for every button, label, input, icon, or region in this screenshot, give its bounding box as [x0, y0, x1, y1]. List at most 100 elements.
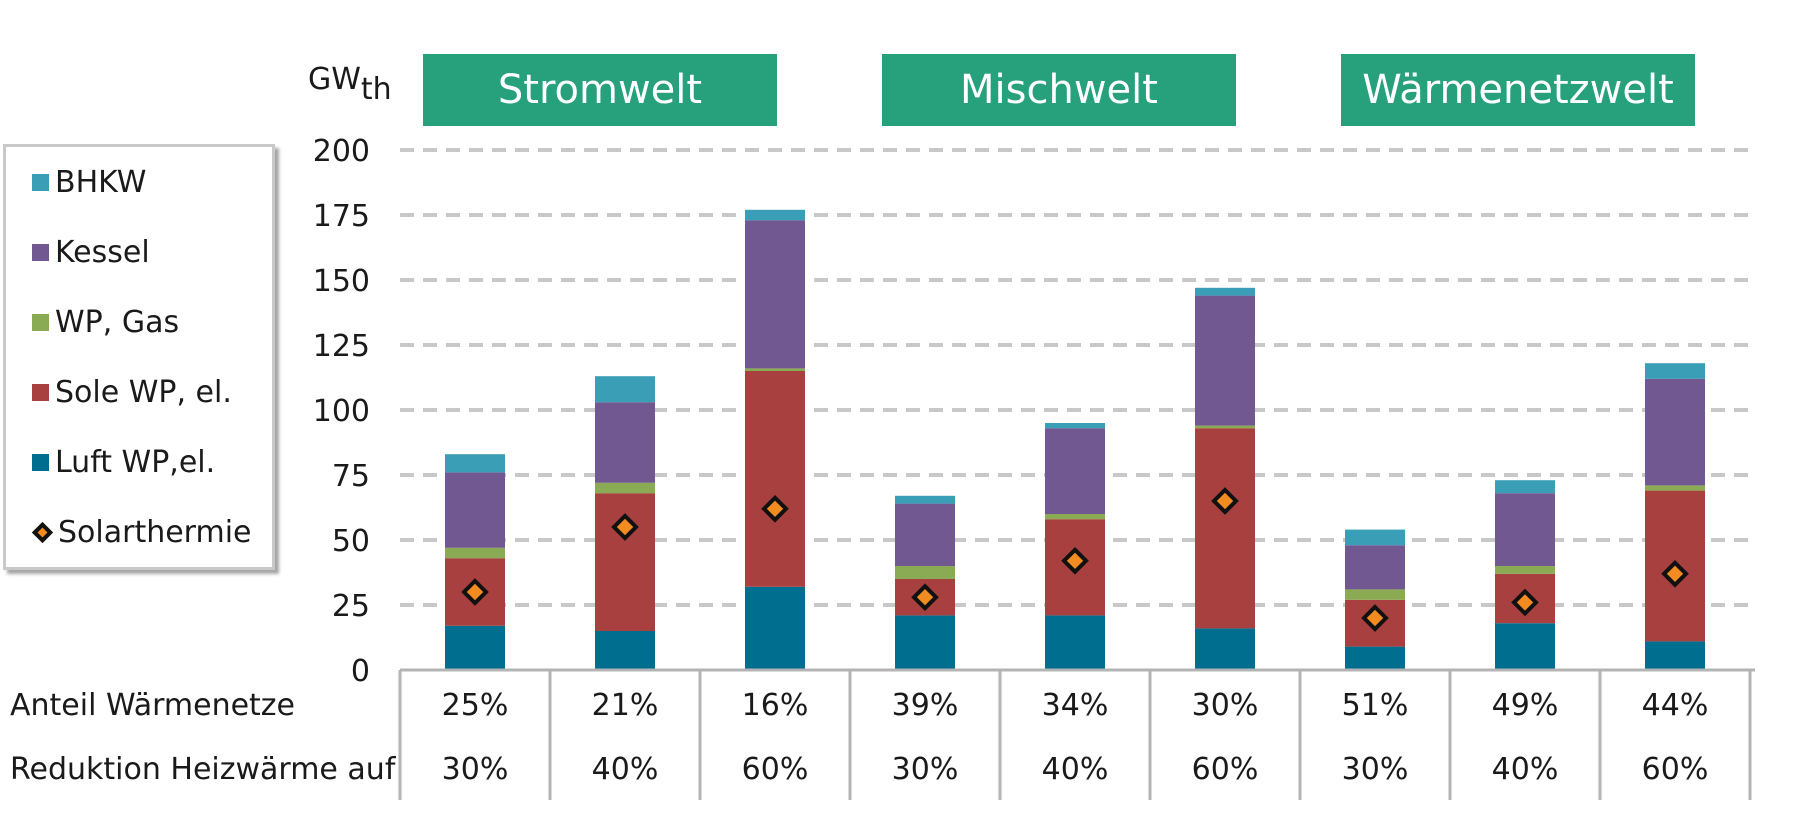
solarthermie-marker-5 — [1061, 546, 1089, 575]
table-cell-r2-c7: 30% — [1341, 752, 1409, 787]
bar-luft-wp-el--8 — [1495, 623, 1555, 670]
bar-luft-wp-el--9 — [1645, 641, 1705, 670]
table-cell-r1-c6: 30% — [1191, 688, 1259, 723]
table-cell-r2-c2: 40% — [591, 752, 659, 787]
table-cell-r2-c3: 60% — [741, 752, 809, 787]
solarthermie-marker-2 — [611, 513, 639, 541]
legend-label-solarthermie: Solarthermie — [58, 514, 252, 550]
bar-kessel-6 — [1195, 295, 1255, 426]
legend-label-sole-wp: Sole WP, el. — [55, 374, 232, 410]
y-axis-unit-label: GWth — [308, 62, 392, 107]
bar-kessel-5 — [1045, 428, 1105, 514]
bar-wp-gas-4 — [895, 566, 955, 579]
table-cell-r2-c8: 40% — [1491, 752, 1559, 787]
bar-bhkw-3 — [745, 209, 805, 221]
solarthermie-marker-3 — [761, 494, 789, 523]
table-cell-r1-c5: 34% — [1041, 688, 1109, 723]
legend-item-bhkw: BHKW — [32, 164, 146, 200]
solarthermie-marker-6 — [1211, 487, 1239, 515]
legend-diamond-marker — [31, 521, 54, 543]
y-tick-label-75: 75 — [332, 459, 370, 494]
bar-wp-gas-3 — [745, 368, 805, 371]
solarthermie-marker-7 — [1361, 604, 1389, 632]
legend-label-luft-wp: Luft WP,el. — [55, 444, 216, 480]
table-cell-r1-c4: 39% — [891, 688, 959, 723]
bar-sole-wp-el--6 — [1195, 428, 1255, 629]
bar-wp-gas-9 — [1645, 485, 1705, 491]
bar-sole-wp-el--3 — [745, 371, 805, 587]
table-cell-r2-c6: 60% — [1191, 752, 1259, 787]
bar-wp-gas-7 — [1345, 589, 1405, 600]
legend-swatch-luft-wp — [32, 453, 49, 471]
bar-luft-wp-el--7 — [1345, 646, 1405, 670]
group-banner-mischwelt: Mischwelt — [882, 54, 1236, 126]
legend: BHKW Kessel WP, Gas Sole WP, el. Luft WP… — [3, 144, 275, 570]
legend-item-wp-gas: WP, Gas — [32, 304, 179, 340]
y-tick-label-50: 50 — [332, 524, 370, 559]
legend-item-luft-wp: Luft WP,el. — [32, 444, 215, 480]
group-banner-waermenetzwelt: Wärmenetzwelt — [1341, 54, 1695, 126]
legend-item-sole-wp: Sole WP, el. — [32, 374, 232, 410]
bar-wp-gas-2 — [595, 482, 655, 494]
solarthermie-marker-1 — [461, 578, 489, 606]
bar-bhkw-1 — [445, 454, 505, 473]
table-cell-r2-c4: 30% — [891, 752, 959, 787]
y-tick-label-25: 25 — [332, 589, 370, 624]
y-tick-label-125: 125 — [313, 329, 370, 364]
legend-swatch-bhkw — [32, 173, 49, 191]
bar-bhkw-8 — [1495, 480, 1555, 494]
legend-label-bhkw: BHKW — [55, 164, 147, 200]
y-tick-label-0: 0 — [351, 654, 370, 689]
solarthermie-marker-4 — [911, 583, 939, 612]
legend-swatch-sole-wp — [32, 383, 49, 401]
table-cell-r1-c7: 51% — [1341, 688, 1409, 723]
legend-swatch-kessel — [32, 243, 49, 261]
bar-bhkw-4 — [895, 495, 955, 504]
y-tick-label-200: 200 — [313, 134, 370, 169]
legend-label-wp-gas: WP, Gas — [55, 304, 180, 340]
table-cell-r2-c1: 30% — [441, 752, 509, 787]
group-banner-stromwelt: Stromwelt — [423, 54, 777, 126]
bar-bhkw-2 — [595, 376, 655, 403]
table-cell-r1-c1: 25% — [441, 688, 509, 723]
bar-wp-gas-6 — [1195, 425, 1255, 429]
table-cell-r1-c2: 21% — [591, 688, 659, 723]
bar-kessel-7 — [1345, 545, 1405, 590]
row-label-reduktion-heizwaerme: Reduktion Heizwärme auf — [10, 752, 396, 787]
legend-item-solarthermie: Solarthermie — [31, 514, 252, 550]
y-tick-label-100: 100 — [313, 394, 370, 429]
table-cell-r1-c8: 49% — [1491, 688, 1559, 723]
bar-kessel-3 — [745, 220, 805, 369]
legend-label-kessel: Kessel — [55, 234, 150, 270]
legend-swatch-wp-gas — [32, 313, 49, 331]
bar-luft-wp-el--1 — [445, 625, 505, 670]
bar-wp-gas-5 — [1045, 514, 1105, 520]
y-tick-label-175: 175 — [313, 199, 370, 234]
table-cell-r2-c9: 60% — [1641, 752, 1709, 787]
table-cell-r1-c3: 16% — [741, 688, 809, 723]
solarthermie-marker-8 — [1511, 588, 1539, 617]
solarthermie-marker-9 — [1661, 559, 1689, 588]
bar-kessel-9 — [1645, 378, 1705, 486]
bar-wp-gas-1 — [445, 547, 505, 559]
bar-kessel-2 — [595, 402, 655, 483]
bar-luft-wp-el--2 — [595, 631, 655, 670]
bar-wp-gas-8 — [1495, 566, 1555, 574]
bar-bhkw-5 — [1045, 423, 1105, 429]
bar-luft-wp-el--6 — [1195, 628, 1255, 670]
bar-kessel-8 — [1495, 493, 1555, 566]
bar-bhkw-9 — [1645, 363, 1705, 379]
table-cell-r2-c5: 40% — [1041, 752, 1109, 787]
bar-luft-wp-el--4 — [895, 615, 955, 670]
legend-item-kessel: Kessel — [32, 234, 150, 270]
table-cell-r1-c9: 44% — [1641, 688, 1709, 723]
bar-kessel-1 — [445, 472, 505, 548]
bar-bhkw-6 — [1195, 287, 1255, 296]
row-label-anteil-waermenetze: Anteil Wärmenetze — [10, 688, 296, 723]
bar-luft-wp-el--3 — [745, 586, 805, 670]
bar-luft-wp-el--5 — [1045, 615, 1105, 670]
bar-bhkw-7 — [1345, 529, 1405, 546]
bar-kessel-4 — [895, 503, 955, 566]
y-tick-label-150: 150 — [313, 264, 370, 299]
